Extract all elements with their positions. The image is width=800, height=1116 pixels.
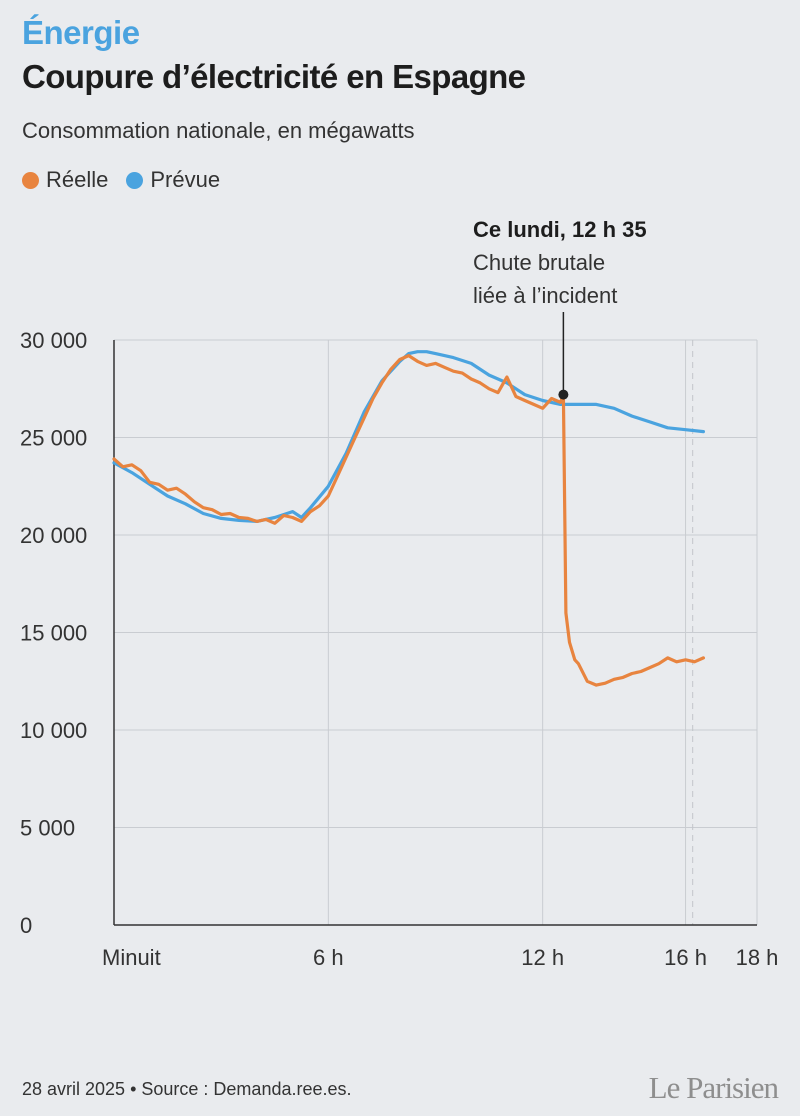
series [112, 350, 706, 687]
footer-date: 28 avril 2025 [22, 1079, 126, 1099]
footer-separator: • [130, 1079, 137, 1099]
legend-item-prevue: Prévue [126, 167, 220, 193]
x-tick-label: Minuit [102, 945, 161, 970]
y-tick-label: 20 000 [20, 523, 87, 548]
grid [114, 339, 758, 925]
footer-source-text: Source : Demanda.ree.es. [141, 1079, 352, 1099]
series-line-prevue [112, 350, 706, 524]
legend-swatch-reelle [22, 171, 39, 189]
y-tick-label: 15 000 [20, 621, 87, 646]
legend: Réelle Prévue [22, 167, 220, 193]
axes: 0 5 000 10 000 15 000 20 000 25 000 30 000 Minu… [20, 328, 778, 970]
x-tick-label: 18 h [736, 945, 779, 970]
x-tick-label: 12 h [521, 945, 564, 970]
legend-swatch-prevue [126, 171, 144, 189]
x-tick-label: 6 h [313, 945, 344, 970]
y-tick-label: 0 [20, 913, 32, 938]
le-parisien-logo: Le Parisien [648, 1070, 779, 1105]
footer-source: 28 avril 2025 • Source : Demanda.ree.es. [22, 1079, 352, 1100]
y-tick-label: 10 000 [20, 718, 87, 743]
annotation-text-line: liée à l’incident [473, 283, 617, 308]
legend-label-reelle: Réelle [46, 167, 109, 192]
annotation-marker [558, 389, 569, 400]
y-tick-label: 5 000 [20, 816, 75, 841]
y-tick-label: 30 000 [20, 328, 87, 353]
legend-label-prevue: Prévue [150, 167, 221, 192]
series-line-reelle [112, 354, 706, 687]
annotation: Ce lundi, 12 h 35 Chute brutale liée à l’i… [473, 217, 647, 400]
annotation-title: Ce lundi, 12 h 35 [473, 217, 647, 242]
y-tick-label: 25 000 [20, 426, 87, 451]
chart-subtitle: Consommation nationale, en mégawatts [22, 118, 415, 143]
x-tick-label: 16 h [664, 945, 707, 970]
kicker: Énergie [22, 14, 140, 51]
annotation-text-line: Chute brutale [473, 250, 605, 275]
chart-title: Coupure d’électricité en Espagne [22, 58, 526, 95]
legend-item-reelle: Réelle [22, 167, 108, 193]
